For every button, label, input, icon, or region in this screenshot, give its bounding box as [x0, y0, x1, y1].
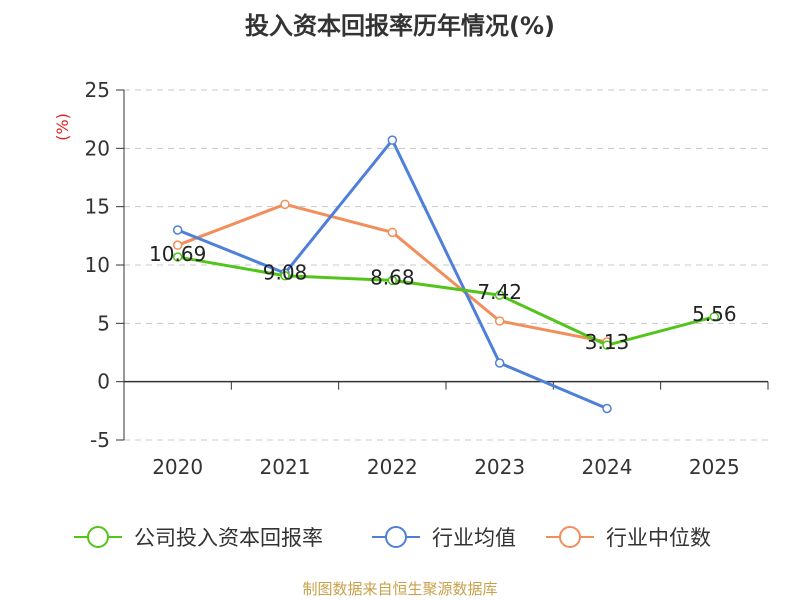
x-tick-label: 2020	[152, 455, 203, 479]
y-tick-label: 0	[97, 370, 110, 394]
y-tick-label: 20	[85, 136, 110, 160]
data-point	[494, 290, 505, 300]
data-label: 5.56	[692, 302, 737, 326]
data-point	[387, 227, 398, 238]
data-label: 9.08	[263, 261, 308, 285]
x-tick-label: 2023	[474, 455, 525, 479]
y-tick-label: 10	[85, 253, 110, 277]
x-tick-label: 2022	[367, 455, 418, 479]
series	[172, 135, 720, 414]
data-label: 7.42	[477, 280, 522, 304]
x-tick-label: 2021	[260, 455, 311, 479]
chart-title: 投入资本回报率历年情况(%)	[245, 12, 555, 40]
data-point	[387, 275, 398, 286]
y-axis-unit-label: (%)	[53, 113, 72, 141]
y-tick-label: 25	[85, 78, 110, 102]
data-labels: 10.69 9.08 8.68 7.42 3.13 5.56	[149, 242, 737, 354]
source-note: 制图数据来自恒生聚源数据库	[302, 580, 498, 598]
data-point	[602, 403, 612, 414]
legend-label: 行业均值	[432, 526, 516, 550]
y-tick-label: 15	[85, 195, 110, 219]
data-point	[602, 340, 612, 350]
y-tick-label: -5	[90, 428, 110, 452]
x-tick-label: 2025	[689, 455, 740, 479]
legend-label: 公司投入资本回报率	[134, 526, 323, 550]
legend-label: 行业中位数	[606, 526, 711, 550]
data-point	[709, 312, 720, 322]
data-label: 8.68	[370, 265, 415, 289]
data-point	[280, 270, 290, 281]
data-point	[494, 316, 505, 326]
legend-marker	[559, 526, 581, 548]
x-tick-label: 2024	[582, 455, 633, 479]
data-point	[172, 252, 183, 262]
data-label: 10.69	[149, 242, 206, 266]
data-point	[494, 358, 505, 368]
legend-marker	[87, 526, 109, 548]
data-point	[387, 135, 398, 145]
data-point	[172, 225, 183, 235]
legend-marker	[385, 526, 407, 548]
series-line	[177, 255, 715, 347]
data-point	[172, 240, 183, 250]
grid-lines	[124, 89, 768, 441]
data-label: 3.13	[585, 330, 630, 354]
legend: 公司投入资本回报率 行业均值 行业中位数	[74, 526, 711, 550]
data-point	[280, 199, 290, 210]
y-tick-label: 5	[97, 311, 110, 335]
